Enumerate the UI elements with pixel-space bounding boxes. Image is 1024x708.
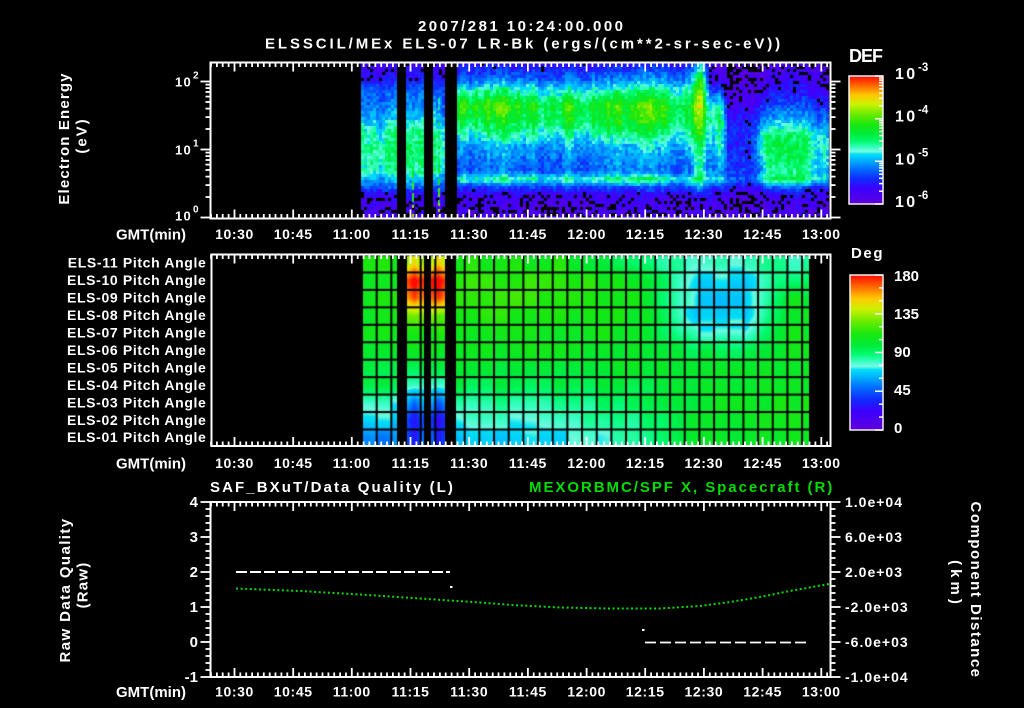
svg-text:12:30: 12:30 — [684, 455, 723, 471]
svg-text:Component Distance: Component Distance — [967, 501, 984, 678]
svg-text:10:45: 10:45 — [274, 226, 313, 242]
svg-text:13:00: 13:00 — [802, 226, 841, 242]
svg-text:10:30: 10:30 — [215, 455, 254, 471]
svg-text:-1.0e+04: -1.0e+04 — [845, 669, 909, 685]
svg-text:12:30: 12:30 — [684, 226, 723, 242]
svg-text:Electron Energy: Electron Energy — [56, 72, 73, 204]
svg-text:ELS-02 Pitch Angle: ELS-02 Pitch Angle — [67, 412, 207, 428]
svg-text:11:15: 11:15 — [391, 684, 429, 700]
svg-text:ELS-09 Pitch Angle: ELS-09 Pitch Angle — [67, 290, 207, 306]
svg-text:11:00: 11:00 — [333, 455, 371, 471]
svg-text:10: 10 — [175, 75, 192, 90]
svg-text:12:15: 12:15 — [626, 226, 665, 242]
svg-text:10:45: 10:45 — [274, 455, 313, 471]
svg-text:11:15: 11:15 — [391, 455, 429, 471]
svg-text:GMT(min): GMT(min) — [116, 456, 186, 473]
svg-text:-3: -3 — [918, 62, 928, 74]
svg-text:ELSSCIL/MEx ELS-07 LR-Bk (erg: ELSSCIL/MEx ELS-07 LR-Bk (ergs/(cm**2-sr… — [265, 36, 783, 53]
svg-text:-2.0e+03: -2.0e+03 — [845, 599, 909, 615]
svg-text:SAF_BXuT/Data Quality (L): SAF_BXuT/Data Quality (L) — [210, 479, 455, 496]
svg-text:-4: -4 — [918, 105, 929, 117]
svg-text:MEXORBMC/SPF X, Spacecraft (R): MEXORBMC/SPF X, Spacecraft (R) — [529, 479, 834, 496]
svg-text:ELS-05 Pitch Angle: ELS-05 Pitch Angle — [67, 359, 207, 375]
svg-text:ELS-04 Pitch Angle: ELS-04 Pitch Angle — [67, 377, 207, 393]
svg-text:11:00: 11:00 — [333, 684, 371, 700]
svg-text:10: 10 — [895, 109, 918, 126]
svg-text:4: 4 — [190, 494, 199, 511]
svg-text:Deg: Deg — [851, 245, 884, 262]
svg-text:11:45: 11:45 — [509, 684, 547, 700]
svg-text:ELS-10 Pitch Angle: ELS-10 Pitch Angle — [67, 272, 207, 288]
svg-text:12:30: 12:30 — [684, 684, 723, 700]
svg-text:1: 1 — [190, 599, 198, 616]
svg-text:12:45: 12:45 — [743, 455, 782, 471]
svg-text:-6.0e+03: -6.0e+03 — [845, 634, 909, 650]
svg-text:2: 2 — [193, 71, 199, 82]
svg-text:12:00: 12:00 — [567, 226, 606, 242]
svg-text:11:15: 11:15 — [391, 226, 429, 242]
svg-text:10: 10 — [895, 151, 918, 168]
svg-text:11:45: 11:45 — [509, 455, 547, 471]
svg-text:(eV): (eV) — [74, 117, 91, 153]
svg-text:10: 10 — [895, 66, 918, 83]
svg-text:180: 180 — [894, 268, 919, 285]
svg-text:2007/281 10:24:00.000: 2007/281 10:24:00.000 — [418, 18, 625, 35]
svg-text:ELS-01 Pitch Angle: ELS-01 Pitch Angle — [67, 429, 207, 445]
svg-text:GMT(min): GMT(min) — [116, 227, 186, 244]
svg-text:10:30: 10:30 — [215, 226, 254, 242]
svg-text:90: 90 — [894, 344, 911, 361]
svg-text:2: 2 — [190, 564, 198, 581]
svg-text:10:45: 10:45 — [274, 684, 313, 700]
svg-text:ELS-06 Pitch Angle: ELS-06 Pitch Angle — [67, 342, 207, 358]
svg-text:12:15: 12:15 — [626, 455, 665, 471]
svg-text:11:30: 11:30 — [450, 684, 488, 700]
svg-text:-1: -1 — [185, 669, 198, 686]
svg-text:ELS-11 Pitch Angle: ELS-11 Pitch Angle — [68, 255, 207, 271]
svg-text:0: 0 — [894, 420, 902, 437]
svg-text:10: 10 — [895, 194, 918, 211]
svg-text:12:00: 12:00 — [567, 455, 606, 471]
svg-text:Raw Data Quality: Raw Data Quality — [57, 518, 74, 663]
svg-text:11:30: 11:30 — [450, 455, 488, 471]
svg-text:10: 10 — [175, 209, 192, 224]
svg-text:12:45: 12:45 — [743, 226, 782, 242]
svg-text:-5: -5 — [918, 147, 929, 159]
svg-text:1.0e+04: 1.0e+04 — [845, 494, 903, 510]
svg-text:(Raw): (Raw) — [75, 562, 92, 609]
svg-text:ELS-07 Pitch Angle: ELS-07 Pitch Angle — [67, 325, 207, 341]
svg-text:12:00: 12:00 — [567, 684, 606, 700]
svg-text:(km): (km) — [947, 560, 964, 608]
svg-text:45: 45 — [894, 382, 911, 399]
svg-text:6.0e+03: 6.0e+03 — [845, 529, 903, 545]
svg-text:ELS-03 Pitch Angle: ELS-03 Pitch Angle — [67, 394, 207, 410]
svg-text:GMT(min): GMT(min) — [116, 684, 186, 701]
svg-text:11:45: 11:45 — [509, 226, 547, 242]
svg-text:-6: -6 — [918, 190, 928, 202]
svg-text:12:45: 12:45 — [743, 684, 782, 700]
svg-text:11:30: 11:30 — [450, 226, 488, 242]
svg-text:13:00: 13:00 — [802, 455, 841, 471]
svg-text:13:00: 13:00 — [802, 684, 841, 700]
svg-text:DEF: DEF — [849, 46, 883, 66]
svg-text:12:15: 12:15 — [626, 684, 665, 700]
svg-text:0: 0 — [193, 205, 199, 216]
svg-text:3: 3 — [190, 529, 198, 546]
svg-text:10: 10 — [175, 143, 192, 158]
svg-text:1: 1 — [193, 139, 199, 150]
svg-text:ELS-08 Pitch Angle: ELS-08 Pitch Angle — [67, 307, 207, 323]
svg-text:11:00: 11:00 — [333, 226, 371, 242]
svg-text:2.0e+03: 2.0e+03 — [845, 564, 903, 580]
svg-text:0: 0 — [190, 634, 198, 651]
svg-text:135: 135 — [894, 306, 919, 323]
svg-text:10:30: 10:30 — [215, 684, 254, 700]
